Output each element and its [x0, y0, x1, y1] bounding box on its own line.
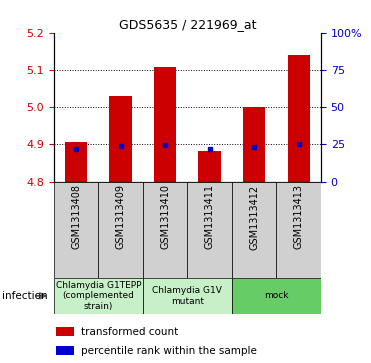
Text: GSM1313411: GSM1313411: [205, 184, 214, 249]
Bar: [187, 182, 232, 278]
Bar: [232, 278, 321, 314]
Text: Chlamydia G1TEPP
(complemented
strain): Chlamydia G1TEPP (complemented strain): [56, 281, 141, 311]
Text: GSM1313413: GSM1313413: [294, 184, 303, 249]
Bar: [243, 107, 265, 182]
Text: Chlamydia G1V
mutant: Chlamydia G1V mutant: [152, 286, 222, 306]
Bar: [288, 55, 310, 182]
Bar: [143, 182, 187, 278]
Text: infection: infection: [2, 291, 47, 301]
Text: mock: mock: [264, 291, 289, 300]
Text: GSM1313408: GSM1313408: [71, 184, 81, 249]
Text: percentile rank within the sample: percentile rank within the sample: [81, 346, 256, 356]
Bar: [54, 278, 143, 314]
Bar: [276, 182, 321, 278]
Text: GSM1313412: GSM1313412: [249, 184, 259, 249]
Text: GSM1313409: GSM1313409: [116, 184, 125, 249]
Title: GDS5635 / 221969_at: GDS5635 / 221969_at: [119, 19, 256, 32]
Bar: [143, 278, 232, 314]
Text: transformed count: transformed count: [81, 327, 178, 337]
Text: GSM1313410: GSM1313410: [160, 184, 170, 249]
Bar: [198, 151, 221, 182]
Bar: [54, 182, 98, 278]
Bar: [109, 96, 132, 182]
Bar: [98, 182, 143, 278]
Bar: [154, 67, 176, 182]
Bar: [56, 327, 74, 337]
Bar: [232, 182, 276, 278]
Bar: [65, 142, 87, 182]
Bar: [56, 346, 74, 355]
